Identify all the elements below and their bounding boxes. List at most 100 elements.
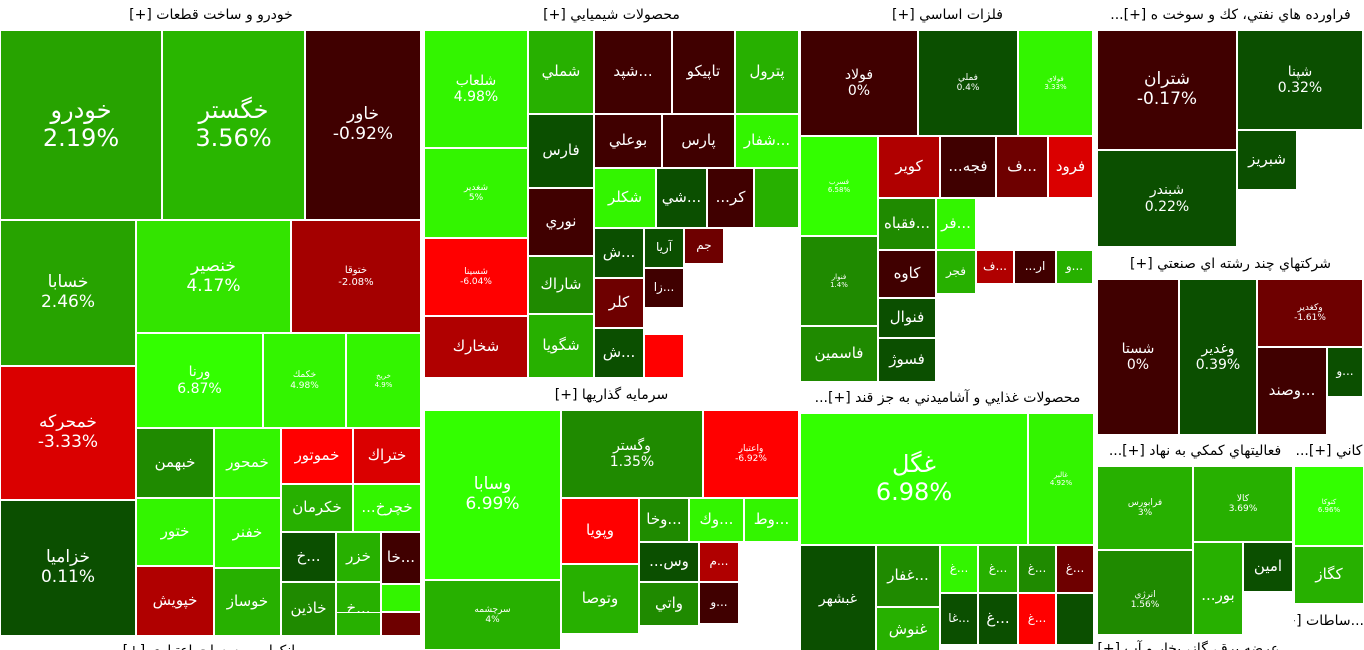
stock-tile[interactable]: فملي 0.4% [918, 30, 1018, 136]
stock-tile[interactable]: غبشهر [800, 545, 876, 650]
stock-tile[interactable]: فقباه... [878, 198, 936, 250]
stock-tile[interactable]: ورنا 6.87% [136, 333, 263, 428]
stock-tile[interactable]: ...خچرخ [353, 484, 421, 532]
stock-tile[interactable] [336, 612, 381, 636]
stock-tile[interactable]: و... [699, 582, 739, 624]
sector-header[interactable]: ...ساطات [+] [1294, 613, 1364, 629]
stock-tile[interactable]: خمحور [214, 428, 281, 498]
stock-tile[interactable]: غ... [978, 545, 1018, 593]
stock-tile[interactable]: ...فجه [940, 136, 996, 198]
stock-tile[interactable]: شي... [656, 168, 707, 228]
stock-tile[interactable]: ف... [996, 136, 1048, 198]
stock-tile[interactable]: خبهمن [136, 428, 214, 498]
stock-tile[interactable]: كوير [878, 136, 940, 198]
sector-header[interactable]: فلزات اساسي [+] [892, 7, 1003, 23]
stock-tile[interactable]: وط... [744, 498, 799, 542]
stock-tile[interactable]: وكغدير -1.61% [1257, 279, 1363, 347]
sector-header[interactable]: محصولات غذايي و آشاميدني به جز قند [+]..… [814, 390, 1081, 406]
stock-tile[interactable] [1056, 593, 1094, 645]
sector-header[interactable]: ...عرضه برق، گاز، بخار و آب [+] [1097, 641, 1293, 650]
stock-tile[interactable]: غنوش [876, 607, 940, 650]
stock-tile[interactable]: شستا 0% [1097, 279, 1179, 435]
stock-tile[interactable]: ختراك [353, 428, 421, 484]
stock-tile[interactable]: خپويش [136, 566, 214, 636]
stock-tile[interactable]: شفار... [735, 114, 799, 168]
stock-tile[interactable]: شغدير 5% [424, 148, 528, 238]
stock-tile[interactable]: خاذين [281, 582, 336, 636]
stock-tile[interactable]: غفار... [876, 545, 940, 607]
stock-tile[interactable]: پارس [662, 114, 735, 168]
stock-tile[interactable]: وتوصا [561, 564, 639, 634]
stock-tile[interactable]: آريا [644, 228, 684, 268]
stock-tile[interactable]: غ... [1018, 593, 1056, 645]
stock-tile[interactable]: زا... [644, 268, 684, 308]
stock-tile[interactable]: غ... [1018, 545, 1056, 593]
stock-tile[interactable]: غ... [978, 593, 1018, 645]
stock-tile[interactable]: فاسمين [800, 326, 878, 382]
stock-tile[interactable]: وخا... [639, 498, 689, 542]
stock-tile[interactable]: وغدير 0.39% [1179, 279, 1257, 435]
sector-header[interactable]: فعاليتهاي كمكي به نهاد [+]... [1108, 443, 1282, 459]
stock-tile[interactable]: غگل 6.98% [800, 413, 1028, 545]
stock-tile[interactable]: سرچشمه 4% [424, 580, 561, 650]
stock-tile[interactable]: وصند... [1257, 347, 1327, 435]
sector-header[interactable]: محصولات شيميايي [+] [543, 7, 680, 23]
stock-tile[interactable]: م... [699, 542, 739, 582]
stock-tile[interactable]: ف... [976, 250, 1014, 284]
stock-tile[interactable]: فرابورس 3% [1097, 466, 1193, 550]
sector-header[interactable]: بانكها و موسسات اعتباري [+] [0, 636, 422, 650]
sector-header[interactable]: سرمايه گذاريها [+] [554, 387, 669, 403]
stock-tile[interactable]: خزاميا 0.11% [0, 500, 136, 636]
stock-tile[interactable]: ش... [594, 228, 644, 278]
stock-tile[interactable]: خسابا 2.46% [0, 220, 136, 366]
stock-tile[interactable]: ...وس [639, 542, 699, 582]
stock-tile[interactable]: خموتور [281, 428, 353, 484]
stock-tile[interactable]: كتوكا 6.96% [1294, 466, 1364, 546]
stock-tile[interactable]: خفنر [214, 498, 281, 568]
stock-tile[interactable]: ختور [136, 498, 214, 566]
stock-tile[interactable]: پترول [735, 30, 799, 114]
stock-tile[interactable]: شپد... [594, 30, 672, 114]
stock-tile[interactable] [754, 168, 799, 228]
stock-tile[interactable]: شاراك [528, 256, 594, 314]
stock-tile[interactable] [381, 612, 421, 636]
stock-tile[interactable]: كلر [594, 278, 644, 328]
stock-tile[interactable]: كاوه [878, 250, 936, 298]
stock-tile[interactable]: ...ار [1014, 250, 1056, 284]
stock-tile[interactable]: ...كر [707, 168, 754, 228]
stock-tile[interactable]: شبريز [1237, 130, 1297, 190]
stock-tile[interactable]: شبندر 0.22% [1097, 150, 1237, 247]
stock-tile[interactable]: خريخ 4.9% [346, 333, 421, 428]
stock-tile[interactable]: خاور -0.92% [305, 30, 421, 220]
stock-tile[interactable]: جم [684, 228, 724, 264]
stock-tile[interactable]: فنوال [878, 298, 936, 338]
stock-tile[interactable]: خوساز [214, 568, 281, 636]
stock-tile[interactable]: فسرب 6.58% [800, 136, 878, 236]
stock-tile[interactable]: شخارك [424, 316, 528, 378]
stock-tile[interactable]: غ... [940, 545, 978, 593]
stock-tile[interactable]: وسابا 6.99% [424, 410, 561, 580]
stock-tile[interactable]: خودرو 2.19% [0, 30, 162, 220]
stock-tile[interactable]: بوعلي [594, 114, 662, 168]
stock-tile[interactable]: فجر [936, 250, 976, 294]
stock-tile[interactable] [644, 334, 684, 378]
stock-tile[interactable]: فولاد 0% [800, 30, 918, 136]
stock-tile[interactable]: وگستر 1.35% [561, 410, 703, 498]
stock-tile[interactable]: فسوژ [878, 338, 936, 382]
sector-header[interactable]: شركتهاي چند رشته اي صنعتي [+] [1130, 256, 1331, 272]
stock-tile[interactable]: خگستر 3.56% [162, 30, 305, 220]
stock-tile[interactable]: خمحركه -3.33% [0, 366, 136, 500]
stock-tile[interactable]: تاپيكو [672, 30, 735, 114]
stock-tile[interactable]: واتي [639, 582, 699, 626]
stock-tile[interactable]: ش... [594, 328, 644, 378]
stock-tile[interactable]: شگويا [528, 314, 594, 378]
stock-tile[interactable]: غ... [1056, 545, 1094, 593]
stock-tile[interactable]: خا... [381, 532, 421, 584]
sector-header[interactable]: فراورده هاي نفتي، كك و سوخت ه [+]... [1110, 7, 1351, 23]
stock-tile[interactable]: خكمك 4.98% [263, 333, 346, 428]
stock-tile[interactable]: فنوار 1.4% [800, 236, 878, 326]
stock-tile[interactable]: شپنا 0.32% [1237, 30, 1363, 130]
sector-header[interactable]: كاني [+]... [1295, 443, 1363, 459]
stock-tile[interactable]: و... [1327, 347, 1363, 397]
stock-tile[interactable]: شكلر [594, 168, 656, 228]
